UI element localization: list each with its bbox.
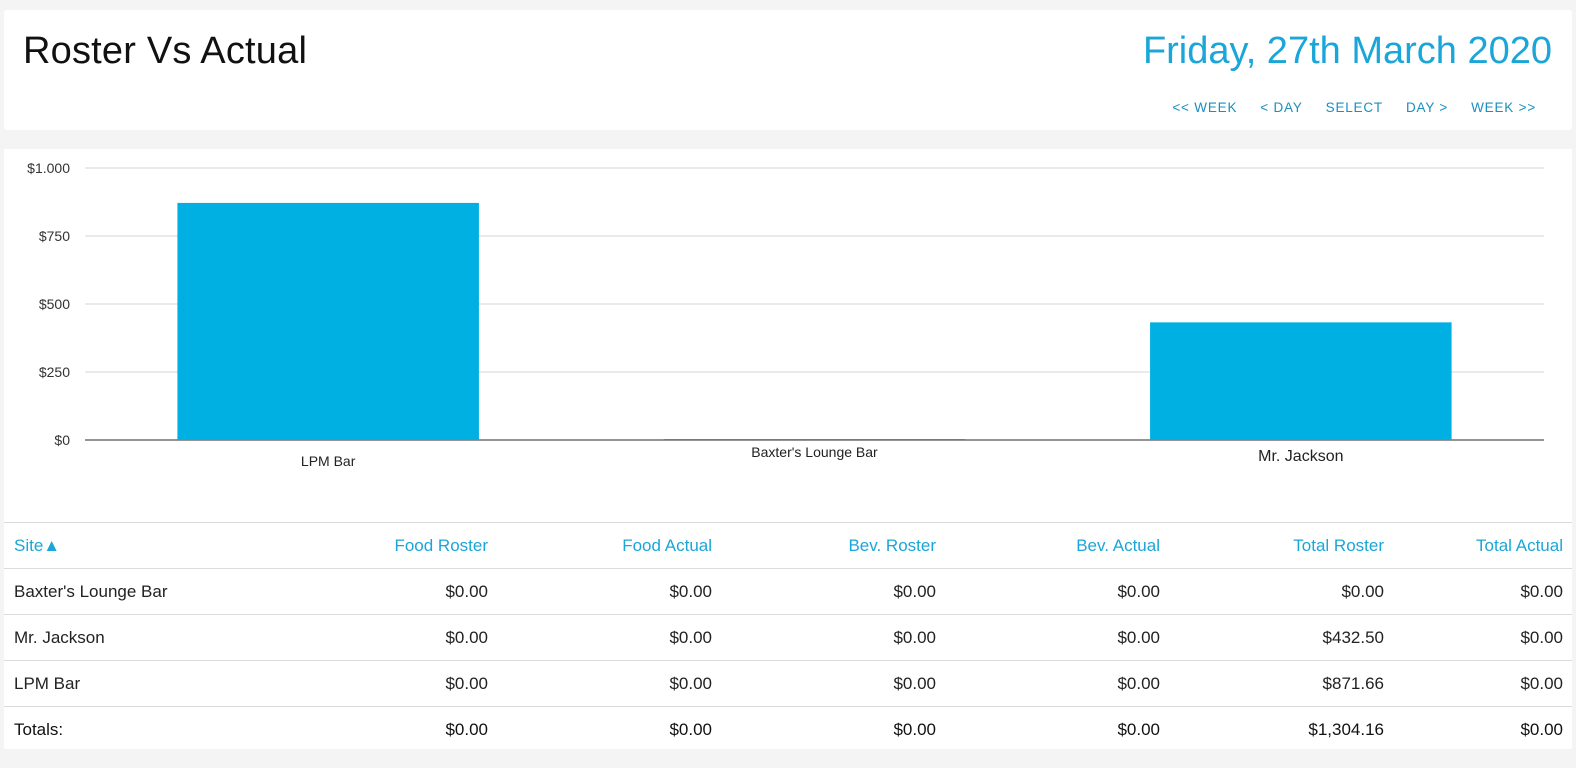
total-actual-total: $0.00 bbox=[1384, 706, 1572, 752]
site-cell: Mr. Jackson bbox=[4, 614, 264, 661]
table-row: Baxter's Lounge Bar $0.00 $0.00 $0.00 $0… bbox=[4, 568, 1572, 615]
date-navigation: << WEEK < DAY SELECT DAY > WEEK >> bbox=[1172, 100, 1536, 115]
site-cell: LPM Bar bbox=[4, 660, 264, 707]
column-header-food-actual[interactable]: Food Actual bbox=[488, 522, 712, 569]
bev-roster-cell: $0.00 bbox=[712, 614, 936, 661]
totals-row: Totals: $0.00 $0.00 $0.00 $0.00 $1,304.1… bbox=[4, 706, 1572, 752]
total-roster-cell: $432.50 bbox=[1160, 614, 1384, 661]
bev-actual-cell: $0.00 bbox=[936, 614, 1160, 661]
food-roster-cell: $0.00 bbox=[264, 568, 488, 615]
bar bbox=[663, 439, 966, 440]
bar-chart: $0 $250 $500 $750 $1.000 LPM Bar Baxter's Loun… bbox=[27, 160, 1544, 469]
column-header-bev-actual[interactable]: Bev. Actual bbox=[936, 522, 1160, 569]
bev-actual-cell: $0.00 bbox=[936, 660, 1160, 707]
table-row: LPM Bar $0.00 $0.00 $0.00 $0.00 $871.66 … bbox=[4, 660, 1572, 707]
food-roster-total: $0.00 bbox=[264, 706, 488, 752]
column-header-total-actual[interactable]: Total Actual bbox=[1384, 522, 1572, 569]
site-cell: Baxter's Lounge Bar bbox=[4, 568, 264, 615]
bev-roster-cell: $0.00 bbox=[712, 568, 936, 615]
food-actual-cell: $0.00 bbox=[488, 568, 712, 615]
x-tick-label: Mr. Jackson bbox=[1258, 448, 1343, 465]
total-actual-cell: $0.00 bbox=[1384, 614, 1572, 661]
total-actual-cell: $0.00 bbox=[1384, 568, 1572, 615]
next-week-link[interactable]: WEEK >> bbox=[1471, 100, 1536, 115]
column-header-total-roster[interactable]: Total Roster bbox=[1160, 522, 1384, 569]
y-tick-label: $250 bbox=[39, 364, 70, 380]
food-actual-cell: $0.00 bbox=[488, 614, 712, 661]
prev-week-link[interactable]: << WEEK bbox=[1172, 100, 1238, 115]
total-roster-cell: $0.00 bbox=[1160, 568, 1384, 615]
header-card: Roster Vs Actual Friday, 27th March 2020… bbox=[4, 10, 1572, 130]
food-actual-total: $0.00 bbox=[488, 706, 712, 752]
table-header-row: Site▲ Food Roster Food Actual Bev. Roste… bbox=[4, 522, 1572, 569]
table-row: Mr. Jackson $0.00 $0.00 $0.00 $0.00 $432… bbox=[4, 614, 1572, 661]
prev-day-link[interactable]: < DAY bbox=[1260, 100, 1303, 115]
y-tick-label: $0 bbox=[54, 432, 70, 448]
column-header-food-roster[interactable]: Food Roster bbox=[264, 522, 488, 569]
next-day-link[interactable]: DAY > bbox=[1405, 100, 1449, 115]
date-title[interactable]: Friday, 27th March 2020 bbox=[1142, 30, 1552, 72]
y-tick-label: $1.000 bbox=[27, 160, 70, 176]
roster-table: Site▲ Food Roster Food Actual Bev. Roste… bbox=[4, 522, 1572, 752]
total-actual-cell: $0.00 bbox=[1384, 660, 1572, 707]
bev-roster-total: $0.00 bbox=[712, 706, 936, 752]
y-tick-label: $750 bbox=[39, 228, 70, 244]
column-header-bev-roster[interactable]: Bev. Roster bbox=[712, 522, 936, 569]
food-actual-cell: $0.00 bbox=[488, 660, 712, 707]
bar bbox=[177, 202, 479, 440]
food-roster-cell: $0.00 bbox=[264, 660, 488, 707]
total-roster-cell: $871.66 bbox=[1160, 660, 1384, 707]
bev-roster-cell: $0.00 bbox=[712, 660, 936, 707]
y-tick-label: $500 bbox=[39, 296, 70, 312]
select-date-link[interactable]: SELECT bbox=[1325, 100, 1383, 115]
bev-actual-total: $0.00 bbox=[936, 706, 1160, 752]
column-header-site[interactable]: Site▲ bbox=[4, 522, 264, 569]
x-tick-label: Baxter's Lounge Bar bbox=[751, 444, 878, 460]
totals-label: Totals: bbox=[4, 706, 264, 752]
bar bbox=[1150, 322, 1452, 440]
page-title: Roster Vs Actual bbox=[23, 30, 308, 72]
total-roster-total: $1,304.16 bbox=[1160, 706, 1384, 752]
bev-actual-cell: $0.00 bbox=[936, 568, 1160, 615]
food-roster-cell: $0.00 bbox=[264, 614, 488, 661]
x-tick-label: LPM Bar bbox=[301, 453, 356, 469]
